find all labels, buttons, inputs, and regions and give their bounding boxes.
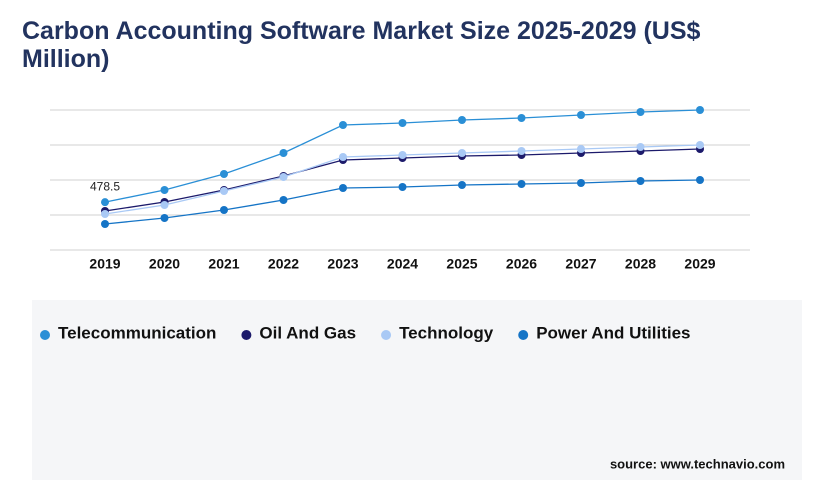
data-point bbox=[458, 149, 466, 157]
x-tick-label: 2027 bbox=[565, 256, 596, 272]
x-tick-label: 2025 bbox=[446, 256, 477, 272]
data-point bbox=[696, 106, 704, 114]
data-point bbox=[696, 141, 704, 149]
data-point bbox=[517, 114, 526, 122]
data-point bbox=[398, 183, 407, 191]
data-point bbox=[398, 119, 407, 127]
data-point bbox=[220, 170, 228, 178]
data-point bbox=[398, 151, 407, 159]
data-point bbox=[339, 121, 347, 129]
x-tick-label: 2023 bbox=[327, 256, 358, 272]
data-point bbox=[458, 116, 466, 124]
data-point bbox=[220, 187, 228, 195]
x-tick-label: 2019 bbox=[89, 256, 120, 272]
data-point bbox=[636, 108, 645, 116]
data-label: 478.5 bbox=[90, 179, 120, 193]
x-tick-label: 2020 bbox=[149, 256, 180, 272]
x-tick-label: 2022 bbox=[268, 256, 299, 272]
data-point bbox=[577, 111, 585, 119]
data-point bbox=[339, 153, 347, 161]
data-point bbox=[101, 210, 109, 218]
legend-label: Telecommunication bbox=[58, 323, 216, 342]
chart-title: Carbon Accounting Software Market Size 2… bbox=[22, 17, 701, 73]
data-point bbox=[101, 220, 109, 228]
data-point bbox=[517, 147, 526, 155]
legend-marker bbox=[241, 330, 252, 340]
legend-marker bbox=[381, 330, 392, 340]
legend-label: Power And Utilities bbox=[536, 323, 690, 342]
data-point bbox=[636, 177, 645, 185]
data-point bbox=[636, 143, 645, 151]
legend-label: Oil And Gas bbox=[259, 323, 356, 342]
source: source: www.technavio.com bbox=[610, 456, 785, 471]
x-tick-label: 2028 bbox=[625, 256, 656, 272]
x-tick-label: 2024 bbox=[387, 256, 418, 272]
data-point bbox=[279, 173, 288, 181]
legend-label: Technology bbox=[399, 323, 494, 342]
data-point bbox=[577, 179, 585, 187]
data-point bbox=[160, 186, 169, 194]
data-point bbox=[339, 184, 347, 192]
legend-marker bbox=[40, 330, 50, 340]
data-point bbox=[577, 145, 585, 153]
data-point bbox=[220, 206, 228, 214]
data-point bbox=[101, 198, 109, 207]
legend-panel bbox=[32, 300, 802, 480]
data-point bbox=[696, 176, 704, 184]
data-point bbox=[160, 214, 169, 222]
data-point bbox=[160, 201, 169, 209]
data-point bbox=[279, 196, 288, 204]
data-point bbox=[458, 181, 466, 189]
x-tick-label: 2029 bbox=[684, 256, 715, 272]
data-point bbox=[517, 180, 526, 188]
data-point bbox=[279, 149, 288, 157]
x-tick-label: 2021 bbox=[208, 256, 239, 272]
x-tick-label: 2026 bbox=[506, 256, 537, 272]
legend-marker bbox=[518, 330, 529, 340]
